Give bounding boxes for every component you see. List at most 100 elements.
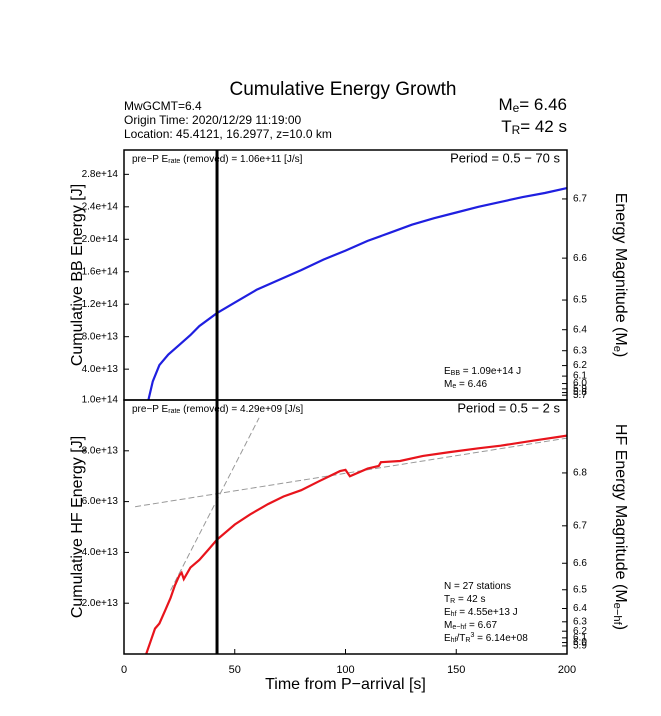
note-stations: N = 27 stations	[444, 581, 511, 592]
text-run: = 1.09e+14 J	[460, 366, 521, 377]
text-run: = 42 s	[520, 117, 567, 136]
x-tick-label: 100	[336, 664, 354, 676]
y-tick-label: 2.0e+14	[82, 234, 119, 245]
data-line	[147, 187, 568, 401]
y2-tick-label: 6.6	[573, 558, 587, 569]
note-ratio: Ehf/TR3 = 6.14e+08	[444, 632, 528, 644]
fit-line	[170, 417, 260, 591]
text-run: T	[501, 117, 511, 136]
magnitude-header: Me= 6.46	[498, 95, 567, 115]
text-run: M	[444, 620, 452, 631]
y-tick-label: 4.0e+13	[82, 364, 119, 375]
note-rupture-time: TR = 42 s	[444, 594, 485, 605]
y2-tick-label: 5.9	[573, 383, 587, 394]
y2-tick-label: 6.2	[573, 360, 587, 371]
y-tick-label: 4.0e+13	[82, 547, 119, 558]
text-run: rate	[168, 158, 180, 165]
text-run: hf	[451, 611, 457, 618]
text-run: = 6.46	[519, 95, 567, 114]
x-tick-label: 0	[121, 664, 127, 676]
text-run: /T	[457, 633, 466, 644]
text-run: pre−P E	[132, 404, 169, 415]
period-note: Period = 0.5 − 70 s	[450, 150, 560, 165]
y-axis-title: Cumulative BB Energy [J]	[69, 184, 86, 366]
y2-tick-label: 6.2	[573, 626, 587, 637]
x-axis-title: Time from P−arrival [s]	[265, 676, 426, 693]
rate-note: pre−P Erate (removed) = 4.29e+09 [J/s]	[132, 404, 303, 415]
y2-tick-label: 5.8	[573, 387, 587, 398]
text-run: R	[512, 123, 521, 137]
fit-line	[135, 437, 568, 508]
text-run: R	[450, 598, 455, 605]
text-run: e−hf	[611, 603, 623, 626]
y-tick-label: 2.0e+13	[82, 598, 119, 609]
y-tick-label: 6.0e+13	[82, 496, 119, 507]
note-energy: EBB = 1.09e+14 J	[444, 366, 521, 377]
x-tick-label: 150	[447, 664, 465, 676]
y2-tick-label: 5.9	[573, 641, 587, 652]
y2-axis-title: Energy Magnitude (Me)	[611, 193, 628, 358]
y2-tick-label: 6.7	[573, 520, 587, 531]
x-tick-label: 50	[229, 664, 241, 676]
header-info: Location: 45.4121, 16.2977, z=10.0 km	[124, 127, 332, 141]
text-run: E	[444, 366, 451, 377]
note-energy: Ehf = 4.55e+13 J	[444, 607, 518, 618]
y2-tick-label: 6.3	[573, 616, 587, 627]
text-run: (removed) = 1.06e+11 [J/s]	[180, 154, 302, 165]
period-note: Period = 0.5 − 2 s	[457, 400, 560, 415]
header-info: MwGCMT=6.4	[124, 99, 202, 113]
text-run: (removed) = 4.29e+09 [J/s]	[180, 404, 303, 415]
y2-tick-label: 6.5	[573, 584, 587, 595]
text-run: E	[444, 633, 451, 644]
y-axis-title: Cumulative HF Energy [J]	[69, 436, 86, 618]
text-run: e	[452, 383, 456, 390]
text-run: e−hf	[452, 624, 466, 631]
y2-tick-label: 6.4	[573, 324, 587, 335]
rupture-time-header: TR= 42 s	[501, 117, 567, 137]
text-run: E	[444, 607, 451, 618]
y-tick-label: 1.0e+14	[82, 395, 119, 406]
text-run: M	[498, 95, 512, 114]
text-run: T	[444, 594, 450, 605]
text-run: 3	[470, 632, 474, 639]
text-run: = 6.14e+08	[474, 633, 528, 644]
y-tick-label: 1.2e+14	[82, 299, 119, 310]
y2-tick-label: 6.8	[573, 468, 587, 479]
text-run: rate	[168, 408, 180, 415]
text-run: e	[513, 101, 520, 115]
text-run: N = 27 stations	[444, 581, 511, 592]
text-run: = 4.55e+13 J	[457, 607, 518, 618]
y2-tick-label: 5.7	[573, 390, 587, 401]
panel-frame	[123, 149, 568, 401]
y2-tick-label: 6.7	[573, 194, 587, 205]
text-run: e	[611, 346, 623, 352]
x-tick-label: 200	[558, 664, 576, 676]
y2-tick-label: 6.4	[573, 603, 587, 614]
y2-tick-label: 6.0	[573, 378, 587, 389]
chart-title: Cumulative Energy Growth	[229, 79, 456, 100]
text-run: M	[444, 379, 452, 390]
header-info: Origin Time: 2020/12/29 11:19:00	[124, 113, 302, 127]
text-run: hf	[451, 637, 457, 644]
y-tick-label: 2.4e+14	[82, 201, 119, 212]
y2-tick-label: 6.5	[573, 295, 587, 306]
rate-note: pre−P Erate (removed) = 1.06e+11 [J/s]	[132, 154, 303, 165]
y2-tick-label: 6.1	[573, 371, 587, 382]
note-magnitude: Me = 6.46	[444, 379, 488, 390]
text-run: )	[612, 352, 629, 357]
y2-tick-label: 6.0	[573, 637, 587, 648]
text-run: R	[465, 637, 470, 644]
text-run: )	[612, 625, 629, 630]
y-tick-label: 2.8e+14	[82, 169, 119, 180]
y-tick-label: 8.0e+13	[82, 331, 119, 342]
text-run: = 42 s	[455, 594, 485, 605]
note-magnitude: Me−hf = 6.67	[444, 620, 497, 631]
data-line	[145, 434, 568, 655]
y2-axis-title: HF Energy Magnitude (Me−hf)	[611, 424, 628, 630]
text-run: HF Energy Magnitude (M	[612, 424, 629, 603]
y2-tick-label: 6.1	[573, 633, 587, 644]
text-run: = 6.46	[456, 379, 487, 390]
y-tick-label: 8.0e+13	[82, 445, 119, 456]
y2-tick-label: 6.3	[573, 345, 587, 356]
